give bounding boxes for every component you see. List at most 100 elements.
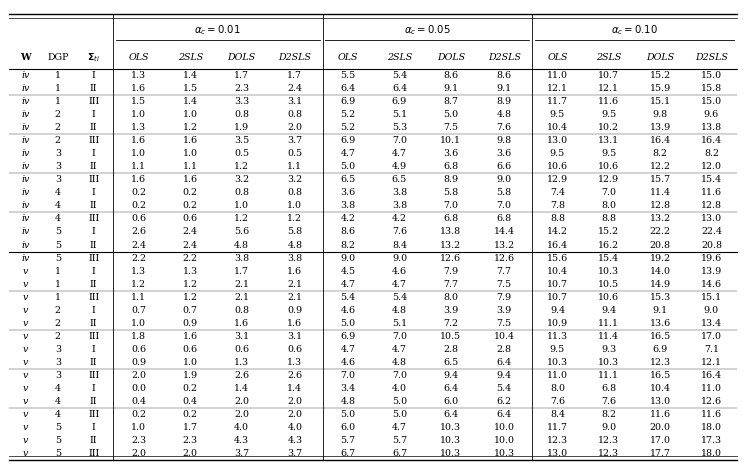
Text: 4.3: 4.3 — [287, 436, 302, 445]
Text: 1.1: 1.1 — [131, 293, 146, 302]
Text: 1.2: 1.2 — [234, 214, 249, 224]
Text: 11.4: 11.4 — [650, 189, 671, 197]
Text: 6.0: 6.0 — [341, 423, 356, 431]
Text: 6.2: 6.2 — [497, 397, 512, 406]
Text: v: v — [22, 280, 28, 288]
Text: 1.0: 1.0 — [183, 110, 198, 120]
Text: DOLS: DOLS — [436, 53, 465, 62]
Text: 1: 1 — [54, 293, 61, 302]
Text: 4.8: 4.8 — [392, 357, 407, 367]
Text: I: I — [92, 305, 95, 315]
Text: 4.0: 4.0 — [234, 423, 249, 431]
Text: 13.2: 13.2 — [494, 241, 515, 250]
Text: I: I — [92, 150, 95, 159]
Text: 7.0: 7.0 — [392, 371, 407, 379]
Text: 9.0: 9.0 — [703, 305, 719, 315]
Text: 12.8: 12.8 — [650, 202, 671, 211]
Text: 5: 5 — [54, 436, 61, 445]
Text: 9.8: 9.8 — [497, 136, 512, 145]
Text: 0.5: 0.5 — [234, 150, 249, 159]
Text: 5.4: 5.4 — [341, 293, 356, 302]
Text: 1.2: 1.2 — [131, 280, 146, 288]
Text: 6.4: 6.4 — [497, 357, 512, 367]
Text: 2.8: 2.8 — [497, 345, 512, 354]
Text: 1.3: 1.3 — [131, 71, 146, 80]
Text: 3.9: 3.9 — [497, 305, 512, 315]
Text: 11.0: 11.0 — [547, 71, 568, 80]
Text: 1.9: 1.9 — [183, 371, 198, 379]
Text: 13.6: 13.6 — [650, 318, 671, 327]
Text: 0.8: 0.8 — [234, 189, 249, 197]
Text: 5.4: 5.4 — [392, 71, 407, 80]
Text: 11.7: 11.7 — [547, 423, 568, 431]
Text: 15.2: 15.2 — [598, 227, 619, 236]
Text: v: v — [22, 436, 28, 445]
Text: 18.0: 18.0 — [701, 449, 722, 458]
Text: 4: 4 — [54, 384, 61, 393]
Text: 1.0: 1.0 — [131, 318, 146, 327]
Text: 15.4: 15.4 — [700, 175, 722, 184]
Text: 1: 1 — [54, 71, 61, 80]
Text: 5.8: 5.8 — [497, 189, 512, 197]
Text: 9.0: 9.0 — [341, 254, 356, 263]
Text: 11.4: 11.4 — [598, 332, 619, 340]
Text: v: v — [22, 409, 28, 419]
Text: D2SLS: D2SLS — [488, 53, 521, 62]
Text: 15.1: 15.1 — [700, 293, 722, 302]
Text: 1.0: 1.0 — [287, 202, 302, 211]
Text: 8.7: 8.7 — [443, 98, 458, 106]
Text: 3.8: 3.8 — [341, 202, 356, 211]
Text: 15.3: 15.3 — [650, 293, 671, 302]
Text: 15.7: 15.7 — [650, 175, 671, 184]
Text: iv: iv — [21, 136, 29, 145]
Text: 0.8: 0.8 — [287, 110, 302, 120]
Text: 9.1: 9.1 — [497, 84, 512, 93]
Text: 2.0: 2.0 — [234, 409, 249, 419]
Text: 3.6: 3.6 — [497, 150, 512, 159]
Text: 7.0: 7.0 — [443, 202, 458, 211]
Text: 5.1: 5.1 — [392, 110, 407, 120]
Text: II: II — [90, 162, 98, 172]
Text: 4.8: 4.8 — [392, 305, 407, 315]
Text: 0.5: 0.5 — [287, 150, 302, 159]
Text: 4.7: 4.7 — [341, 280, 356, 288]
Text: v: v — [22, 423, 28, 431]
Text: 5: 5 — [54, 254, 61, 263]
Text: 1.5: 1.5 — [183, 84, 198, 93]
Text: 10.7: 10.7 — [547, 280, 568, 288]
Text: 3.8: 3.8 — [392, 202, 407, 211]
Text: 15.9: 15.9 — [650, 84, 671, 93]
Text: 9.4: 9.4 — [443, 371, 458, 379]
Text: 10.0: 10.0 — [494, 423, 515, 431]
Text: 1.0: 1.0 — [131, 110, 146, 120]
Text: 3.2: 3.2 — [234, 175, 249, 184]
Text: 3.8: 3.8 — [287, 254, 302, 263]
Text: 12.9: 12.9 — [547, 175, 568, 184]
Text: 0.2: 0.2 — [183, 384, 198, 393]
Text: 7.9: 7.9 — [497, 293, 512, 302]
Text: 3.1: 3.1 — [287, 332, 302, 340]
Text: 3: 3 — [54, 345, 61, 354]
Text: 2.4: 2.4 — [183, 241, 198, 250]
Text: 7.5: 7.5 — [497, 280, 512, 288]
Text: 10.3: 10.3 — [598, 266, 619, 275]
Text: 9.6: 9.6 — [703, 110, 719, 120]
Text: II: II — [90, 436, 98, 445]
Text: 8.6: 8.6 — [497, 71, 512, 80]
Text: 4.5: 4.5 — [341, 266, 356, 275]
Text: 7.6: 7.6 — [550, 397, 565, 406]
Text: 0.6: 0.6 — [183, 345, 198, 354]
Text: 9.4: 9.4 — [550, 305, 565, 315]
Text: 5.7: 5.7 — [392, 436, 407, 445]
Text: 4: 4 — [54, 214, 61, 224]
Text: 0.9: 0.9 — [131, 357, 146, 367]
Text: 5.5: 5.5 — [340, 71, 356, 80]
Text: iv: iv — [21, 202, 29, 211]
Text: 1.7: 1.7 — [234, 71, 249, 80]
Text: 0.2: 0.2 — [183, 189, 198, 197]
Text: 8.8: 8.8 — [601, 214, 616, 224]
Text: 16.4: 16.4 — [700, 136, 722, 145]
Text: III: III — [88, 136, 99, 145]
Text: 9.8: 9.8 — [653, 110, 668, 120]
Text: 15.0: 15.0 — [700, 98, 722, 106]
